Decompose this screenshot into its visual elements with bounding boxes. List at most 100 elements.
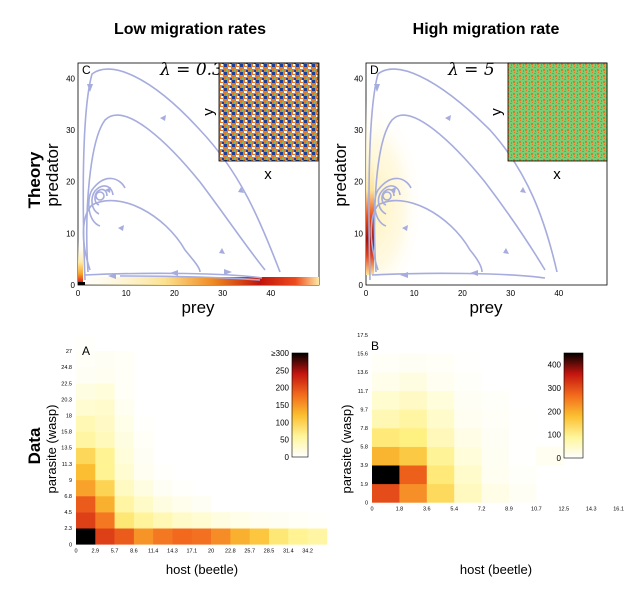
heatmap-cell [454, 353, 482, 373]
heatmap-cell [399, 353, 428, 373]
heatmap-cell [426, 353, 455, 373]
panel-d-inset-ylabel: y [488, 108, 505, 116]
heatmap-cell [153, 528, 173, 545]
y-tick-label: 13.6 [357, 370, 368, 376]
y-tick-label: 20 [354, 178, 363, 187]
heatmap-cell [426, 483, 455, 503]
heatmap-cell [399, 428, 428, 447]
y-tick-label: 7.8 [360, 426, 368, 432]
y-tick-label: 0 [365, 500, 368, 506]
heatmap-cell [172, 479, 193, 497]
heatmap-cell [269, 512, 289, 529]
x-tick-label: 8.6 [130, 548, 138, 554]
heatmap-cell [95, 415, 115, 432]
heatmap-cell [114, 496, 135, 513]
colorbar-tick-label: 100 [276, 418, 290, 427]
heatmap-cell [509, 428, 537, 447]
panel-c-phase-plot: C λ = 0.3 x y prey predator 0 10 20 30 40 0 10… [43, 60, 320, 317]
heatmap-cell [481, 446, 510, 466]
y-tick-label: 0 [69, 542, 72, 548]
heatmap-cell [426, 465, 455, 485]
heatmap-cell [95, 399, 115, 416]
heatmap-cell [95, 463, 115, 481]
panel-c-label: C [82, 63, 91, 77]
heatmap-cell [76, 447, 96, 465]
heatmap-cell [114, 512, 135, 529]
heatmap-cell [399, 372, 428, 392]
heatmap-cell [172, 496, 193, 513]
y-tick-label: 15.8 [61, 430, 72, 436]
x-tick-label: 5.7 [111, 548, 119, 554]
heatmap-cell [114, 415, 135, 432]
heatmap-cell [454, 446, 482, 466]
heatmap-cell [153, 512, 173, 529]
heatmap-cell [95, 383, 115, 400]
colorbar-tick-label: 200 [548, 407, 562, 416]
heatmap-cell [372, 372, 400, 392]
heatmap-cell [76, 479, 96, 497]
x-tick-label: 8.9 [505, 506, 513, 512]
y-tick-label: 5.8 [360, 445, 368, 451]
heatmap-cell [153, 496, 173, 513]
heatmap-cell [95, 367, 115, 384]
heatmap-cell [114, 447, 135, 465]
heatmap-cell [95, 496, 115, 513]
heatmap-cell [249, 528, 270, 545]
y-tick-label: 22.5 [61, 381, 72, 387]
colorbar-tick-label: 0 [557, 454, 562, 463]
heatmap-cell [399, 446, 428, 466]
heatmap-cell [399, 465, 428, 485]
x-tick-label: 0 [370, 506, 373, 512]
heatmap-cell [288, 528, 308, 545]
x-tick-label: 25.7 [244, 548, 255, 554]
colorbar-tick-label: 250 [276, 366, 290, 375]
heatmap-cell [191, 528, 212, 545]
x-tick-label: 14.3 [586, 506, 597, 512]
x-tick-label: 20 [208, 548, 214, 554]
x-tick-label: 28.5 [264, 548, 275, 554]
heatmap-cell [454, 483, 482, 503]
y-tick-label: 10 [66, 229, 75, 238]
y-tick-label: 27 [66, 349, 72, 355]
heatmap-cell [372, 483, 400, 503]
heatmap-cell [114, 351, 135, 368]
x-tick-label: 0 [76, 289, 81, 298]
heatmap-cell [426, 428, 455, 447]
y-tick-label: 13.5 [61, 446, 72, 452]
y-tick-label: 20.3 [61, 397, 72, 403]
column-title-high: High migration rate [413, 21, 560, 38]
colorbar-tick-label: 0 [285, 453, 290, 462]
x-tick-label: 2.9 [91, 548, 99, 554]
heatmap-cell [426, 390, 455, 410]
heatmap-cell [133, 447, 154, 465]
heatmap-cell [399, 390, 428, 410]
heatmap-cell [454, 372, 482, 392]
panel-c-inset-xlabel: x [264, 166, 272, 183]
x-tick-label: 40 [266, 289, 275, 298]
y-tick-label: 11.3 [62, 462, 72, 468]
panel-d-inset-lattice [507, 62, 608, 162]
heatmap-cell [133, 463, 154, 481]
heatmap-cell [509, 483, 537, 503]
heatmap-cell [509, 446, 537, 466]
heatmap-cell [509, 409, 537, 429]
heatmap-cell [114, 528, 135, 545]
panel-d-xlabel: prey [469, 298, 503, 317]
x-tick-label: 7.2 [478, 506, 486, 512]
y-tick-label: 4.5 [64, 510, 72, 516]
heatmap-cell [95, 512, 115, 529]
panel-d-lambda: λ = 5 [447, 60, 495, 80]
y-tick-label: 9.7 [360, 407, 368, 413]
x-tick-label: 5.4 [450, 506, 458, 512]
heatmap-cell [114, 367, 135, 384]
heatmap-cell [307, 512, 328, 529]
x-tick-label: 30 [506, 289, 515, 298]
heatmap-cell [95, 431, 115, 448]
heatmap-cell [230, 528, 250, 545]
x-tick-label: 0 [364, 289, 369, 298]
colorbar-tick-label: ≥300 [271, 349, 289, 358]
column-title-low: Low migration rates [114, 21, 266, 38]
panel-b-ylabel: parasite (wasp) [339, 405, 354, 494]
panel-d-phase-plot: D λ = 5 x y prey predator 0 10 20 30 40 0 10 20… [331, 60, 608, 317]
